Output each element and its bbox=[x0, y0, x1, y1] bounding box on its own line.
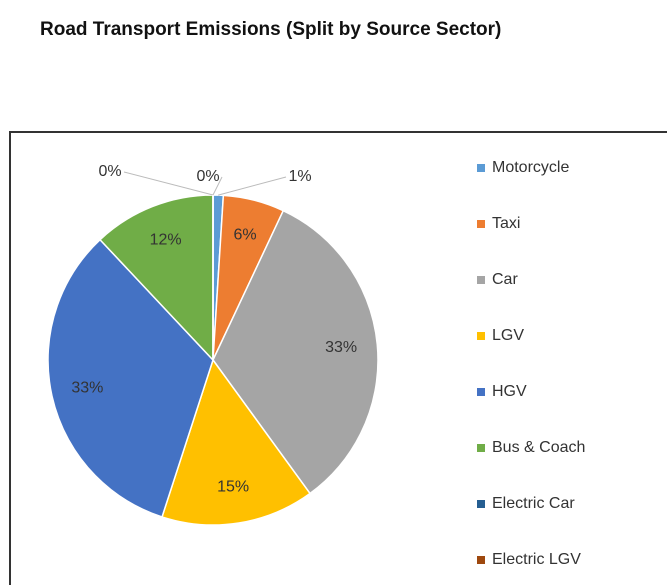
pie-slice bbox=[47, 238, 214, 518]
data-label: 15% bbox=[217, 478, 249, 495]
pie-slice bbox=[212, 209, 379, 495]
legend-swatch bbox=[477, 220, 485, 228]
leader-line bbox=[123, 171, 214, 196]
data-label: 0% bbox=[196, 168, 219, 185]
pie-slice bbox=[98, 194, 214, 362]
data-label: 6% bbox=[233, 227, 256, 244]
pie-slice bbox=[161, 358, 312, 526]
legend-swatch bbox=[477, 332, 485, 340]
legend-swatch bbox=[477, 164, 485, 172]
chart-title: Road Transport Emissions (Split by Sourc… bbox=[40, 19, 501, 40]
data-label: 33% bbox=[325, 339, 357, 356]
legend-swatch bbox=[477, 276, 485, 284]
legend-swatch bbox=[477, 500, 485, 508]
legend-label: Car bbox=[492, 271, 518, 288]
data-label: 0% bbox=[98, 163, 121, 180]
legend-label: Motorcycle bbox=[492, 159, 569, 176]
legend-label: Taxi bbox=[492, 215, 520, 232]
legend-label: HGV bbox=[492, 383, 527, 400]
legend-label: Bus & Coach bbox=[492, 439, 585, 456]
data-label: 12% bbox=[150, 232, 182, 249]
legend-label: LGV bbox=[492, 327, 524, 344]
legend-swatch bbox=[477, 444, 485, 452]
data-label: 33% bbox=[71, 379, 103, 396]
leader-line bbox=[218, 176, 287, 196]
legend-swatch bbox=[477, 388, 485, 396]
chart-frame bbox=[9, 131, 667, 585]
legend-label: Electric Car bbox=[492, 495, 575, 512]
leader-line bbox=[212, 176, 223, 196]
legend-label: Electric LGV bbox=[492, 551, 581, 568]
legend-swatch bbox=[477, 556, 485, 564]
data-label: 1% bbox=[288, 168, 311, 185]
